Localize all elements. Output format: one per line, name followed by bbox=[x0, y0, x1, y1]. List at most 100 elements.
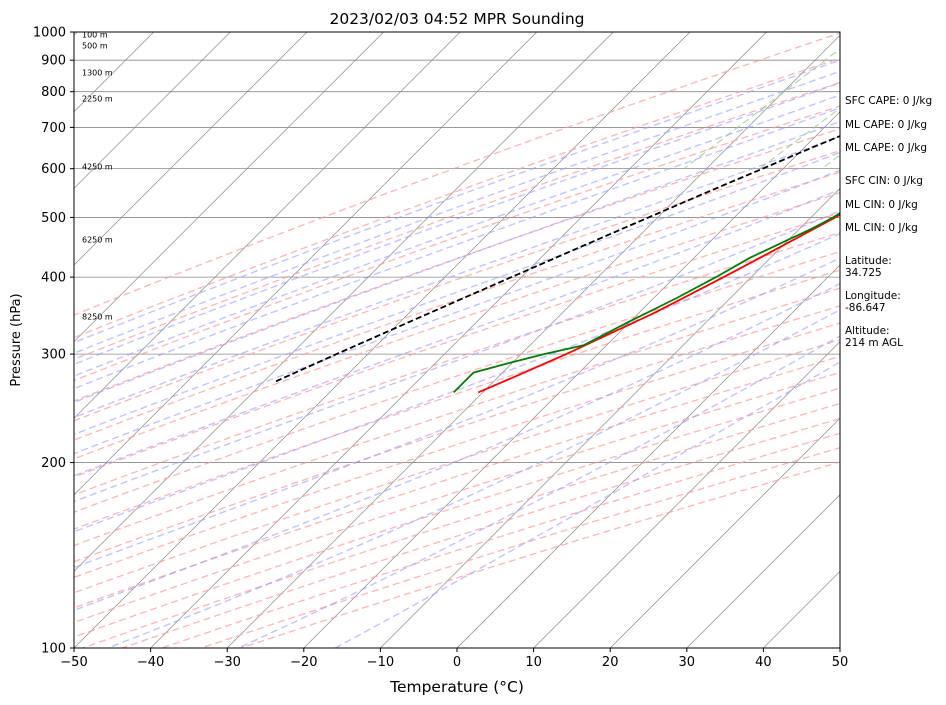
moist-adiabat-line bbox=[335, 361, 840, 648]
x-tick-label: −10 bbox=[367, 655, 394, 670]
y-tick-label: 200 bbox=[41, 456, 66, 471]
dry-adiabat-line bbox=[74, 287, 840, 547]
dry-adiabat-line bbox=[74, 305, 840, 563]
info-panel: SFC CAPE: 0 J/kg ML CAPE: 0 J/kg ML CAPE… bbox=[845, 95, 932, 349]
height-labels: 8250 m 6250 m 4250 m 2250 m 1300 m 500 m 100 m bbox=[82, 31, 113, 322]
height-label: 100 m bbox=[82, 31, 108, 40]
latitude-label: Latitude: bbox=[845, 255, 892, 267]
y-axis: 1000 900 800 700 600 500 400 300 200 100 bbox=[33, 26, 74, 657]
isotherm-line bbox=[74, 32, 614, 572]
height-label: 500 m bbox=[82, 42, 108, 51]
isotherm-line bbox=[0, 32, 1, 648]
x-tick-label: −50 bbox=[60, 655, 87, 670]
moist-adiabat-line bbox=[74, 209, 840, 503]
sfc-cape-text: SFC CAPE: 0 J/kg bbox=[845, 95, 932, 107]
x-tick-label: 0 bbox=[453, 655, 461, 670]
dry-adiabat-line bbox=[74, 212, 840, 478]
parcel-line bbox=[273, 135, 840, 384]
isotherm-line bbox=[74, 32, 538, 496]
sfc-cin-text: SFC CIN: 0 J/kg bbox=[845, 175, 923, 187]
y-tick-label: 400 bbox=[41, 271, 66, 286]
dry-adiabat-line bbox=[74, 371, 840, 624]
moist-adiabat-line bbox=[74, 232, 840, 533]
moist-adiabat-line bbox=[74, 120, 840, 404]
isotherm-line bbox=[74, 32, 691, 648]
dry-adiabat-line bbox=[74, 387, 840, 638]
plot-frame bbox=[73, 31, 841, 649]
y-tick-label: 900 bbox=[41, 54, 66, 69]
moist-adiabat-line bbox=[74, 59, 840, 344]
isotherm-line bbox=[380, 187, 840, 648]
isotherm-line bbox=[74, 32, 461, 419]
mixing-ratio-line bbox=[683, 48, 840, 170]
ml-cape-text-2: ML CAPE: 0 J/kg bbox=[845, 142, 927, 154]
height-label: 2250 m bbox=[82, 94, 113, 103]
dry-adiabat-line bbox=[74, 269, 840, 530]
moist-adiabat-line bbox=[74, 107, 840, 390]
moist-adiabat-line bbox=[107, 309, 840, 648]
dry-adiabat-line bbox=[121, 417, 840, 648]
dry-adiabat-line bbox=[74, 355, 840, 609]
x-tick-label: −20 bbox=[290, 655, 317, 670]
height-label: 1300 m bbox=[82, 68, 113, 77]
isotherm-line bbox=[150, 32, 767, 648]
isotherm-line bbox=[456, 264, 840, 648]
isotherm-line bbox=[609, 417, 840, 648]
y-tick-label: 800 bbox=[41, 85, 66, 100]
moist-adiabat-line bbox=[74, 135, 840, 419]
temperature-line bbox=[477, 213, 840, 394]
dry-adiabat-line bbox=[161, 432, 840, 648]
moist-adiabat-line bbox=[74, 169, 840, 455]
longitude-value: -86.647 bbox=[845, 302, 886, 314]
y-tick-label: 1000 bbox=[33, 26, 66, 41]
moist-adiabat-line bbox=[74, 257, 840, 569]
ml-cape-text: ML CAPE: 0 J/kg bbox=[845, 119, 927, 131]
moist-adiabat-line bbox=[74, 70, 840, 354]
x-tick-label: 20 bbox=[602, 655, 619, 670]
y-tick-label: 100 bbox=[41, 642, 66, 657]
isotherm-line bbox=[74, 32, 384, 343]
isotherm-line bbox=[226, 34, 840, 648]
y-tick-label: 300 bbox=[41, 348, 66, 363]
x-tick-label: −30 bbox=[213, 655, 240, 670]
isotherm-line bbox=[303, 111, 840, 648]
longitude-label: Longitude: bbox=[845, 290, 901, 302]
dry-adiabat-line bbox=[74, 32, 840, 316]
dry-adiabat-line bbox=[74, 150, 840, 422]
x-axis: −50 −40 −30 −20 −10 0 10 20 30 40 50 bbox=[60, 648, 848, 670]
latitude-value: 34.725 bbox=[845, 267, 882, 279]
x-tick-label: 50 bbox=[832, 655, 849, 670]
altitude-label: Altitude: bbox=[845, 325, 890, 337]
isotherm-line bbox=[74, 32, 308, 266]
background-lines bbox=[0, 32, 840, 648]
data-lines bbox=[273, 135, 840, 394]
x-tick-label: −40 bbox=[137, 655, 164, 670]
dry-adiabat-line bbox=[74, 192, 840, 460]
x-tick-label: 40 bbox=[755, 655, 772, 670]
moist-adiabat-line bbox=[74, 82, 840, 366]
altitude-value: 214 m AGL bbox=[845, 337, 903, 349]
ml-cin-text-2: ML CIN: 0 J/kg bbox=[845, 222, 918, 234]
dry-adiabat-line bbox=[74, 171, 840, 441]
x-axis-label: Temperature (°C) bbox=[389, 678, 524, 696]
dry-adiabat-line bbox=[201, 447, 840, 648]
x-tick-label: 30 bbox=[679, 655, 696, 670]
height-label: 4250 m bbox=[82, 162, 113, 171]
chart-title: 2023/02/03 04:52 MPR Sounding bbox=[329, 10, 584, 28]
x-tick-label: 10 bbox=[525, 655, 542, 670]
y-tick-label: 500 bbox=[41, 211, 66, 226]
isotherm-line bbox=[74, 32, 231, 189]
moist-adiabat-line bbox=[74, 151, 840, 436]
height-label: 8250 m bbox=[82, 313, 113, 322]
dewpoint-line bbox=[453, 212, 840, 394]
moist-adiabat-line bbox=[74, 282, 840, 612]
mixing-ratio-line bbox=[759, 107, 840, 170]
height-label: 6250 m bbox=[82, 236, 113, 245]
isotherm-line bbox=[533, 341, 840, 648]
isotherm-line bbox=[686, 494, 840, 648]
y-tick-label: 700 bbox=[41, 121, 66, 136]
dry-adiabat-line bbox=[74, 57, 840, 339]
ml-cin-text: ML CIN: 0 J/kg bbox=[845, 199, 918, 211]
